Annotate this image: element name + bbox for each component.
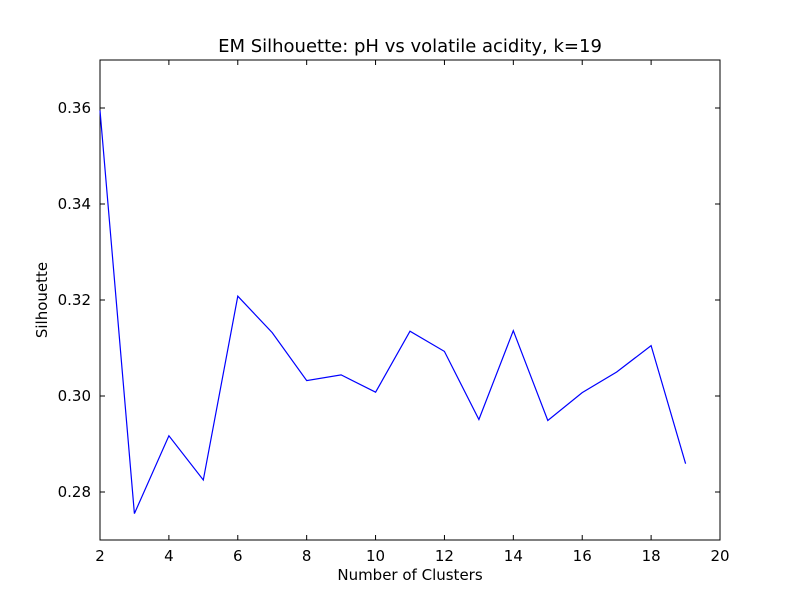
y-axis-ticks: 0.28 0.30 0.32 0.34 0.36 — [58, 99, 720, 501]
x-tick-label: 14 — [504, 547, 523, 565]
x-tick-label: 8 — [302, 547, 312, 565]
plot-area-frame — [99, 59, 721, 541]
x-tick-label: 4 — [164, 547, 174, 565]
y-tick-label: 0.28 — [58, 483, 91, 501]
chart-title: EM Silhouette: pH vs volatile acidity, k… — [218, 36, 602, 57]
x-tick-label: 6 — [233, 547, 243, 565]
x-tick-label: 16 — [573, 547, 592, 565]
x-tick-label: 18 — [642, 547, 661, 565]
y-tick-label: 0.32 — [58, 291, 91, 309]
x-axis-label: Number of Clusters — [337, 566, 482, 584]
series-line — [99, 110, 687, 514]
x-axis-ticks: 2 4 6 8 10 12 14 16 18 20 — [95, 60, 730, 565]
x-tick-label: 12 — [435, 547, 454, 565]
y-tick-label: 0.30 — [58, 387, 91, 405]
x-tick-label: 10 — [366, 547, 385, 565]
series-layer — [99, 110, 687, 514]
y-tick-label: 0.34 — [58, 195, 91, 213]
x-tick-label: 2 — [95, 547, 105, 565]
y-axis-label: Silhouette — [33, 262, 51, 338]
x-tick-label: 20 — [710, 547, 729, 565]
y-tick-label: 0.36 — [58, 99, 91, 117]
